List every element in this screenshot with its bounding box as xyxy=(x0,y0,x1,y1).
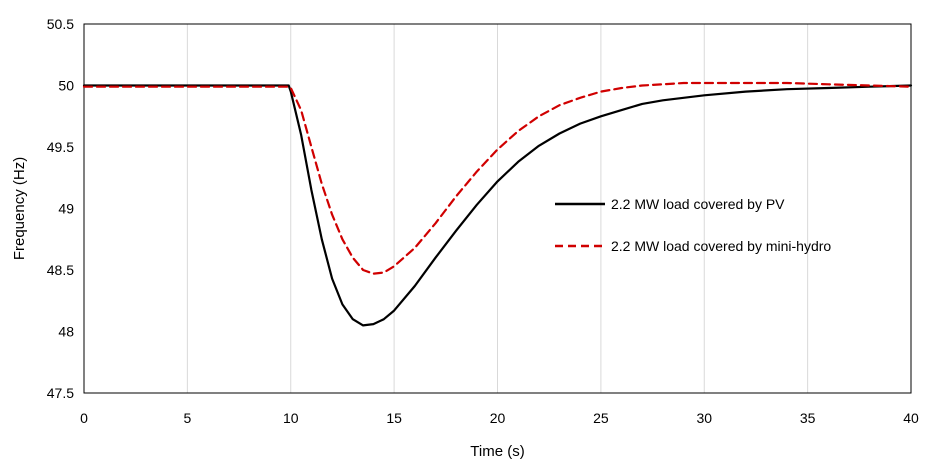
x-tick-label: 25 xyxy=(593,410,609,426)
series-line-0 xyxy=(82,84,913,327)
x-tick-label: 40 xyxy=(903,410,919,426)
y-tick-label: 47.5 xyxy=(47,385,74,401)
series-lines xyxy=(82,81,913,327)
y-axis-ticks: 47.5 48 48.5 49 49.5 50 50.5 xyxy=(47,16,74,401)
legend-label-pv: 2.2 MW load covered by PV xyxy=(611,196,785,212)
gridlines xyxy=(186,24,809,393)
y-tick-label: 50 xyxy=(58,78,74,94)
x-tick-label: 5 xyxy=(183,410,191,426)
x-axis-ticks: 0 5 10 15 20 25 30 35 40 xyxy=(80,410,919,426)
plot-area-border xyxy=(83,23,912,394)
y-tick-label: 48 xyxy=(58,324,74,340)
legend-label-mini-hydro: 2.2 MW load covered by mini-hydro xyxy=(611,238,831,254)
x-tick-label: 10 xyxy=(283,410,299,426)
y-axis-title: Frequency (Hz) xyxy=(11,157,28,260)
x-tick-label: 0 xyxy=(80,410,88,426)
legend: 2.2 MW load covered by PV 2.2 MW load co… xyxy=(555,196,831,254)
x-tick-label: 30 xyxy=(696,410,712,426)
x-tick-label: 35 xyxy=(800,410,816,426)
x-axis-title: Time (s) xyxy=(470,443,524,460)
y-tick-label: 49.5 xyxy=(47,139,74,155)
x-tick-label: 15 xyxy=(386,410,402,426)
x-tick-label: 20 xyxy=(490,410,506,426)
y-tick-label: 50.5 xyxy=(47,16,74,32)
series-line-1 xyxy=(82,81,913,275)
y-tick-label: 48.5 xyxy=(47,262,74,278)
y-tick-label: 49 xyxy=(58,201,74,217)
